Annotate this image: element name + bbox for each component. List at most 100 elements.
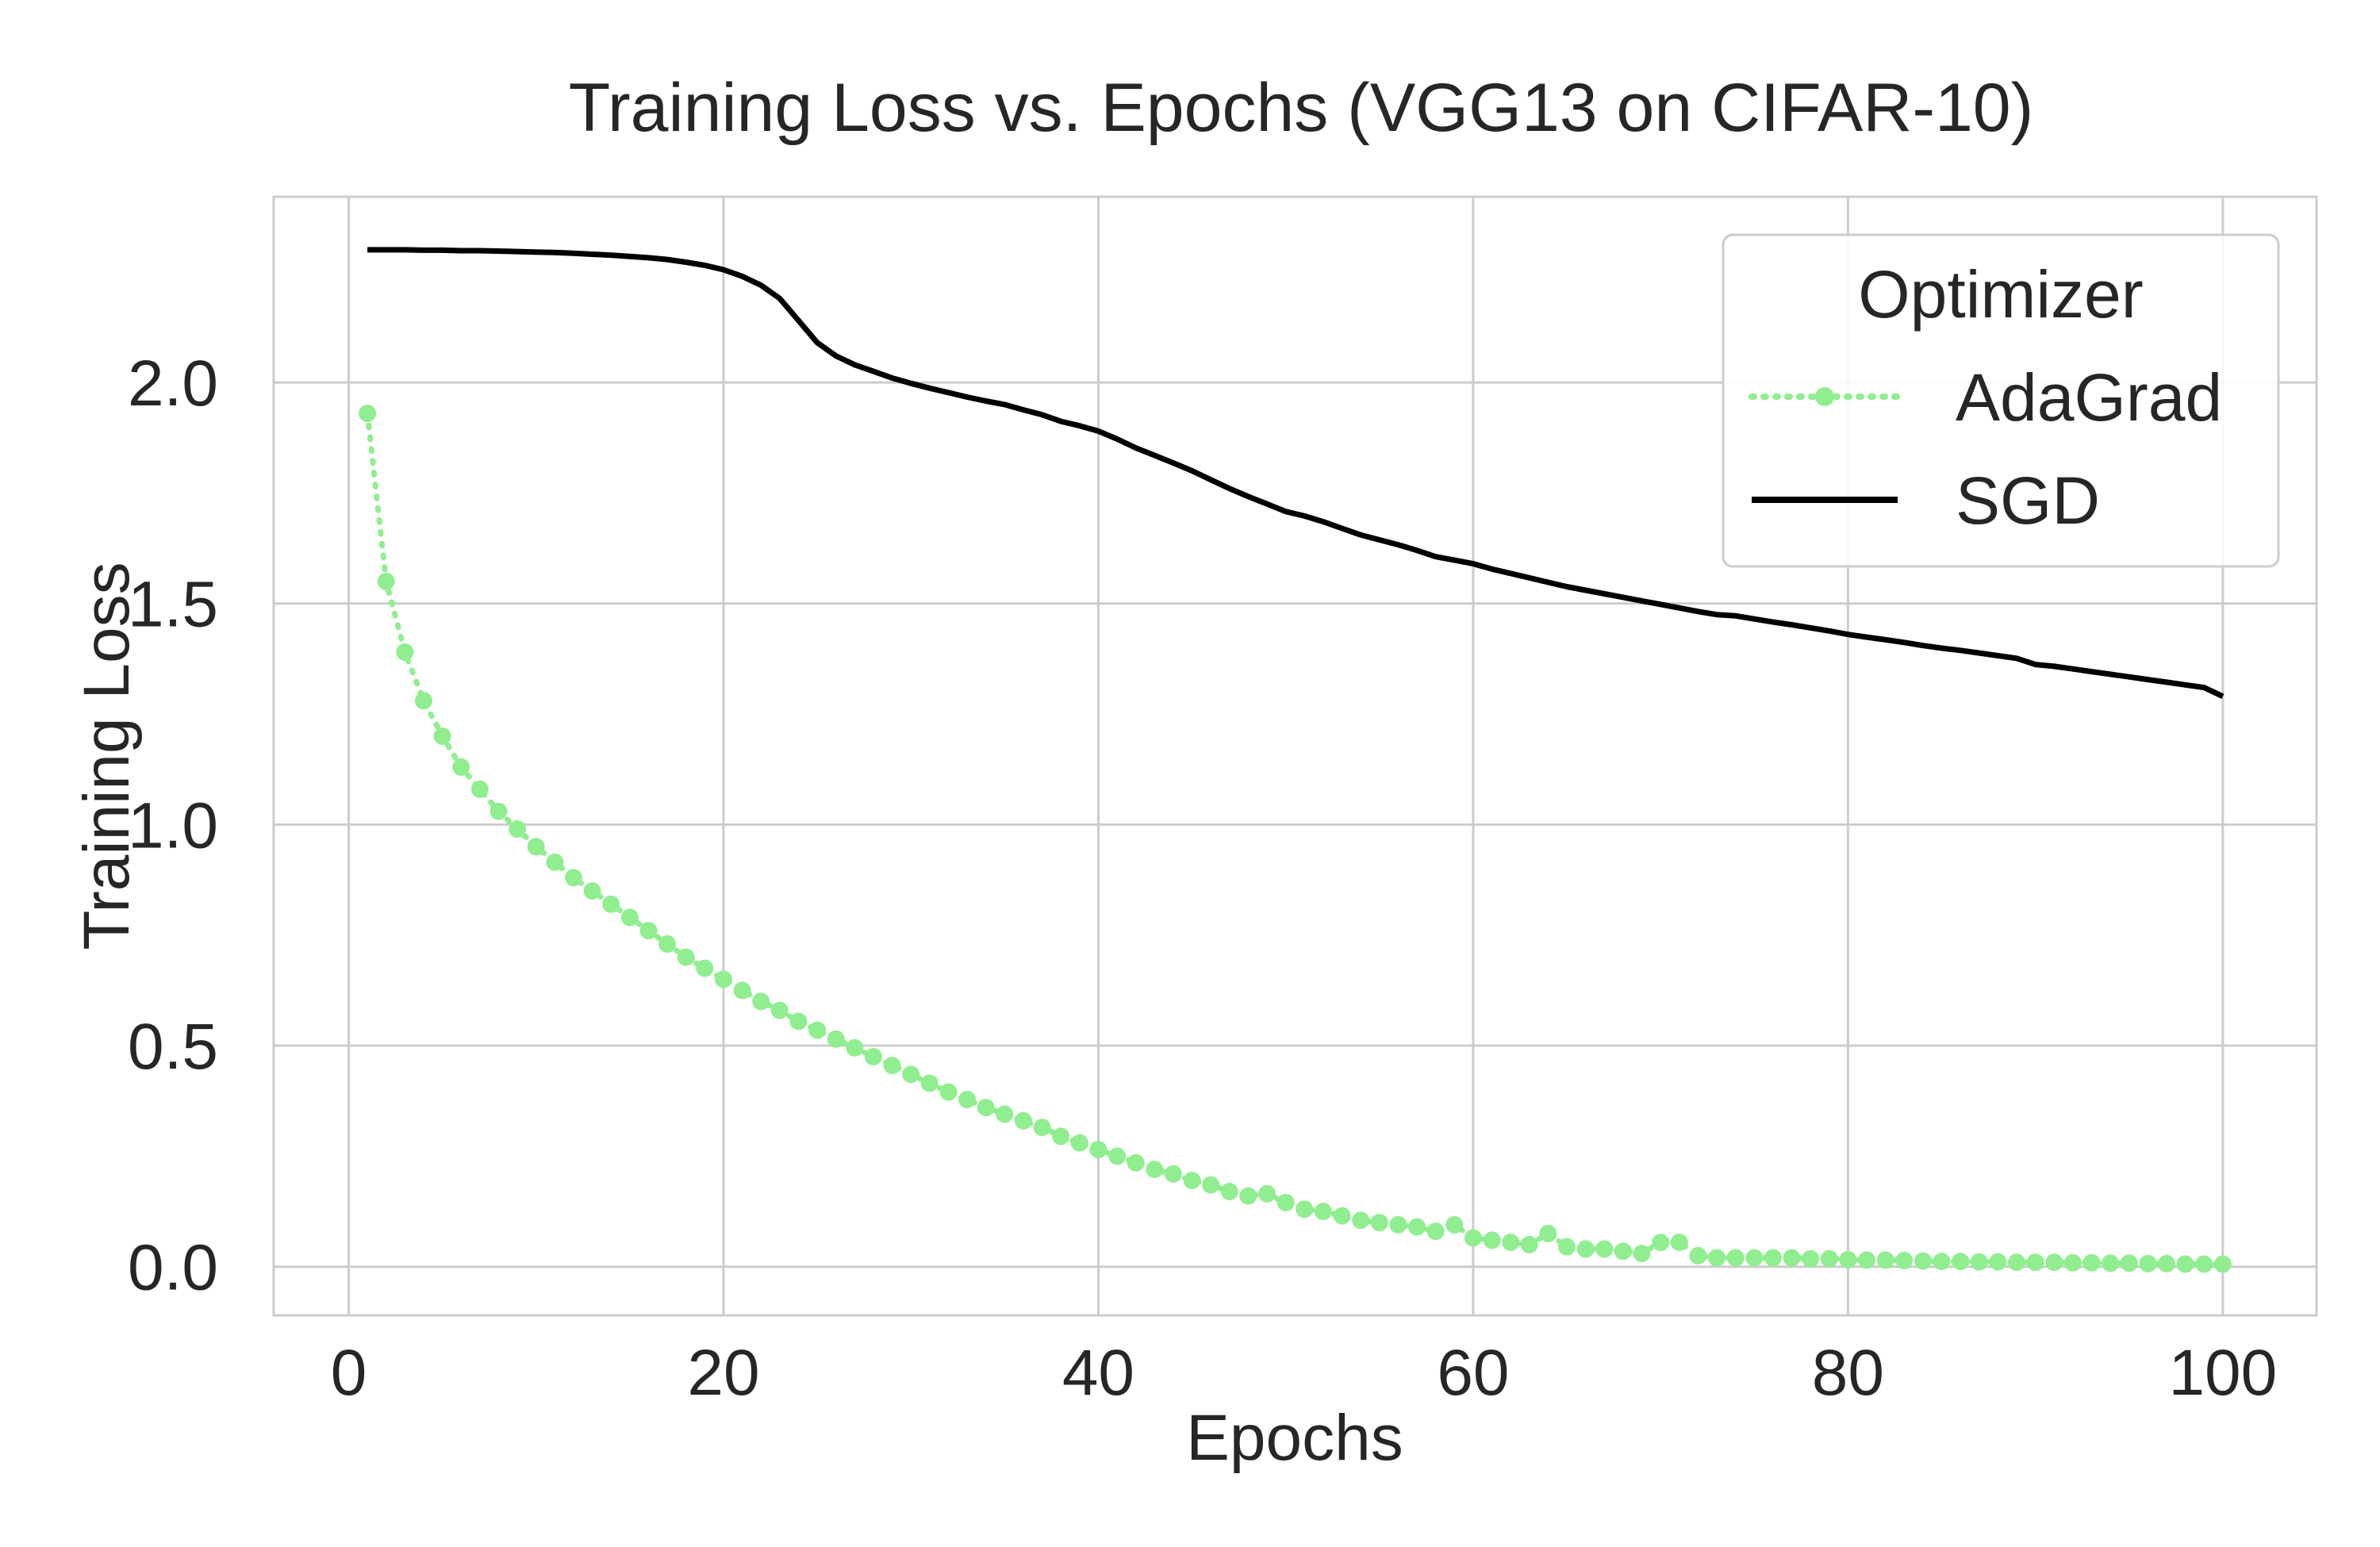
series-adagrad-point	[1783, 1249, 1801, 1267]
series-adagrad-point	[1408, 1218, 1426, 1236]
series-adagrad-point	[677, 948, 695, 966]
legend-box	[1722, 233, 2280, 568]
series-adagrad-point	[1276, 1193, 1295, 1211]
series-adagrad-point	[1108, 1147, 1127, 1165]
x-tick-label: 60	[1437, 1337, 1509, 1409]
series-adagrad-point	[1539, 1224, 1557, 1242]
y-tick-labels: 0.0 0.5 1.0 1.5 2.0	[128, 347, 218, 1304]
x-tick-label: 80	[1812, 1337, 1884, 1409]
series-adagrad-point	[1202, 1176, 1220, 1194]
series-sgd-line	[367, 247, 2225, 699]
x-tick-labels: 0 20 40 60 80 100	[331, 1337, 2278, 1409]
series-adagrad-point	[489, 802, 508, 820]
legend-sgd-label: SGD	[1956, 463, 2100, 538]
series-adagrad-point	[2008, 1253, 2025, 1272]
series-adagrad-point	[583, 882, 601, 900]
series-adagrad-point	[415, 692, 432, 710]
series-adagrad-point	[1914, 1252, 1932, 1270]
series-adagrad-point	[1989, 1253, 2007, 1271]
y-tick-label: 0.5	[128, 1011, 218, 1083]
series-adagrad-point	[770, 1001, 789, 1019]
series-adagrad-point	[1483, 1231, 1501, 1250]
y-tick-label: 0.0	[128, 1232, 218, 1304]
series-adagrad-point	[883, 1057, 901, 1075]
series-adagrad-point	[696, 959, 714, 977]
x-tick-label: 20	[687, 1337, 759, 1409]
series-adagrad-point	[1183, 1172, 1201, 1189]
series-adagrad-point	[452, 758, 470, 776]
series-adagrad-point	[1352, 1211, 1370, 1230]
series-adagrad-point	[789, 1012, 808, 1031]
series-adagrad-point	[1614, 1242, 1632, 1261]
series-adagrad-point	[1952, 1253, 1970, 1270]
series-adagrad-point	[808, 1021, 827, 1039]
series-adagrad-point	[1895, 1251, 1914, 1269]
series-adagrad-point	[1015, 1111, 1032, 1130]
series-adagrad-point	[658, 935, 677, 953]
series-adagrad-point	[527, 838, 545, 856]
series-adagrad-point	[359, 405, 377, 423]
series-adagrad-point	[846, 1038, 864, 1057]
y-tick-label: 1.0	[128, 789, 218, 862]
series-adagrad-point	[715, 970, 732, 988]
series-adagrad-point	[470, 780, 489, 798]
series-adagrad-point	[733, 981, 751, 1000]
series-adagrad-point	[2195, 1255, 2213, 1273]
series-adagrad-point	[639, 922, 658, 940]
series-adagrad-point	[509, 820, 527, 838]
y-tick-label: 1.5	[128, 569, 218, 641]
x-tick-label: 0	[331, 1337, 367, 1409]
series-layer	[359, 247, 2232, 1273]
series-adagrad-point	[958, 1091, 977, 1108]
x-tick-label: 40	[1062, 1337, 1134, 1409]
series-adagrad-point	[433, 727, 451, 745]
series-adagrad-line	[364, 410, 2226, 1267]
series-adagrad-point	[2139, 1254, 2157, 1273]
series-adagrad-point	[1595, 1240, 1614, 1258]
series-adagrad-point	[1127, 1154, 1145, 1172]
series-adagrad-point	[1370, 1214, 1388, 1231]
series-adagrad-point	[2063, 1253, 2082, 1272]
series-adagrad-point	[977, 1099, 995, 1117]
series-adagrad-point	[1670, 1234, 1688, 1251]
series-adagrad-point	[1089, 1141, 1107, 1158]
series-adagrad-point	[1445, 1215, 1464, 1234]
series-adagrad-point	[1464, 1229, 1482, 1247]
series-adagrad-point	[1258, 1184, 1276, 1203]
series-adagrad-point	[1858, 1251, 1875, 1269]
series-adagrad-point	[2082, 1253, 2101, 1272]
series-adagrad-point	[565, 869, 582, 887]
series-adagrad-point	[1802, 1250, 1820, 1268]
series-adagrad-point	[996, 1105, 1014, 1123]
series-adagrad-point	[1070, 1134, 1088, 1152]
series-adagrad-point	[1708, 1249, 1726, 1267]
series-adagrad-point	[1033, 1119, 1051, 1137]
series-adagrad-point	[1052, 1127, 1070, 1146]
series-adagrad-point	[1333, 1207, 1351, 1225]
series-adagrad-point	[1520, 1235, 1538, 1253]
x-tick-label: 100	[2168, 1337, 2277, 1409]
series-adagrad-point	[2158, 1254, 2175, 1273]
y-tick-label: 2.0	[128, 347, 218, 420]
series-adagrad-point	[602, 895, 620, 913]
legend: Optimizer AdaGrad SGD	[1722, 233, 2280, 568]
series-adagrad-point	[1576, 1240, 1595, 1258]
series-adagrad-point	[1933, 1253, 1951, 1270]
series-adagrad-point	[377, 572, 395, 590]
series-adagrad-point	[1726, 1249, 1745, 1267]
series-adagrad-point	[1876, 1251, 1894, 1269]
series-adagrad-point	[1839, 1250, 1857, 1269]
series-adagrad-point	[939, 1083, 958, 1101]
series-adagrad-point	[865, 1048, 882, 1065]
series-adagrad-point	[1239, 1187, 1257, 1205]
series-adagrad-point	[2045, 1253, 2063, 1272]
series-adagrad-point	[1389, 1215, 1407, 1234]
series-adagrad-point	[902, 1065, 920, 1084]
series-adagrad-point	[1970, 1253, 1988, 1271]
series-adagrad-point	[2176, 1255, 2194, 1273]
chart-title: Training Loss vs. Epochs (VGG13 on CIFAR…	[569, 70, 2034, 146]
series-adagrad-point	[1296, 1200, 1314, 1219]
series-adagrad-point	[1314, 1203, 1332, 1220]
series-adagrad-point	[1820, 1250, 1838, 1268]
